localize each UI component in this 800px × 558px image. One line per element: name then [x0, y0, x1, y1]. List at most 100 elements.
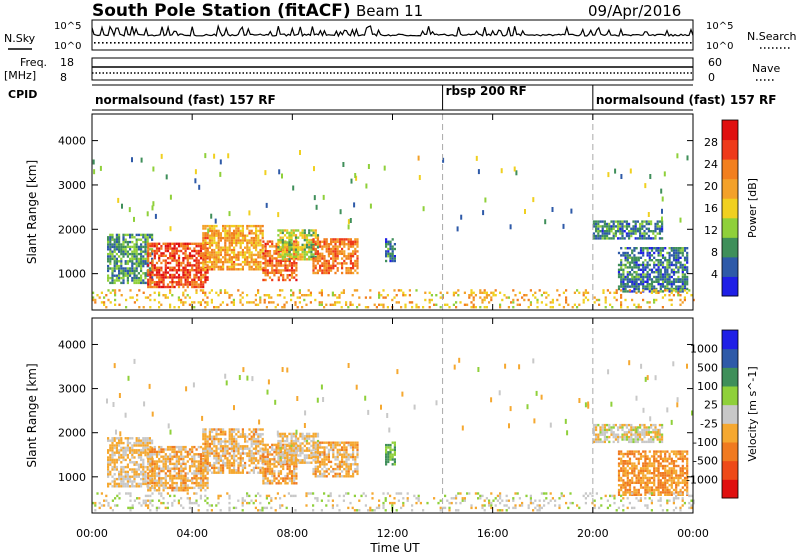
data-cell — [233, 299, 235, 301]
data-cell — [310, 294, 312, 296]
data-cell — [144, 478, 146, 480]
data-cell — [673, 294, 675, 296]
data-cell — [140, 456, 142, 458]
data-cell — [189, 448, 191, 450]
data-cell — [231, 448, 233, 450]
data-cell — [189, 262, 191, 264]
data-cell — [200, 301, 202, 303]
data-cell — [255, 443, 257, 445]
data-cell — [133, 248, 135, 250]
data-cell — [332, 454, 334, 456]
data-cell — [207, 228, 209, 233]
data-cell — [253, 443, 255, 445]
data-cell — [620, 266, 622, 268]
nsearch-dot — [590, 42, 592, 44]
data-cell — [191, 250, 193, 252]
data-cell — [293, 470, 295, 472]
data-cell — [191, 269, 193, 271]
data-cell — [248, 448, 250, 450]
data-cell — [251, 237, 253, 239]
data-cell — [231, 436, 233, 438]
data-cell — [332, 442, 334, 444]
data-cell — [606, 232, 608, 234]
data-cell — [617, 220, 619, 222]
data-cell — [122, 275, 124, 277]
data-cell — [350, 442, 352, 444]
data-cell — [198, 477, 200, 479]
data-cell — [332, 470, 334, 472]
data-cell — [626, 424, 628, 426]
data-cell — [604, 220, 606, 222]
data-cell — [163, 281, 165, 283]
data-cell — [200, 274, 202, 276]
data-cell — [352, 241, 354, 243]
data-cell — [288, 452, 290, 454]
data-cell — [107, 471, 109, 473]
data-cell — [686, 288, 688, 290]
data-cell — [246, 247, 248, 249]
data-cell — [595, 429, 597, 431]
data-cell — [196, 482, 198, 484]
data-cell — [160, 484, 162, 486]
data-cell — [608, 225, 610, 227]
data-cell — [669, 283, 671, 285]
data-cell — [630, 235, 632, 237]
data-cell — [127, 471, 129, 473]
data-cell — [662, 257, 664, 259]
data-cell — [620, 276, 622, 278]
data-cell — [312, 446, 314, 448]
data-cell — [684, 269, 686, 271]
data-cell — [138, 265, 140, 267]
data-cell — [180, 458, 182, 460]
data-cell — [321, 269, 323, 271]
data-cell — [204, 268, 206, 270]
data-cell — [167, 468, 169, 470]
data-cell — [664, 269, 666, 271]
data-cell — [639, 237, 641, 239]
nsearch-dot — [438, 42, 440, 44]
data-cell — [565, 296, 567, 298]
data-cell — [121, 204, 123, 209]
data-cell — [140, 444, 142, 446]
data-cell — [138, 468, 140, 470]
data-cell — [231, 239, 233, 241]
data-cell — [604, 237, 606, 239]
data-cell — [107, 270, 109, 272]
data-cell — [202, 455, 204, 457]
data-cell — [220, 455, 222, 457]
data-cell — [229, 443, 231, 445]
data-cell — [178, 487, 180, 489]
data-cell — [259, 266, 261, 268]
data-cell — [339, 262, 341, 264]
data-cell — [288, 234, 290, 236]
data-cell — [636, 276, 638, 278]
nsearch-dot — [622, 42, 624, 44]
data-cell — [233, 472, 235, 474]
data-cell — [206, 304, 208, 306]
data-cell — [255, 259, 257, 261]
data-cell — [248, 225, 250, 227]
data-cell — [156, 262, 158, 264]
data-cell — [213, 440, 215, 442]
data-cell — [267, 262, 269, 264]
data-cell — [211, 438, 213, 440]
data-cell — [299, 447, 301, 449]
data-cell — [292, 186, 294, 191]
data-cell — [158, 487, 160, 489]
data-cell — [229, 438, 231, 440]
data-cell — [293, 244, 295, 246]
data-cell — [666, 285, 668, 287]
data-cell — [213, 263, 215, 265]
data-cell — [622, 276, 624, 278]
data-cell — [369, 296, 371, 298]
data-cell — [109, 246, 111, 248]
data-cell — [651, 269, 653, 271]
data-cell — [267, 477, 269, 479]
data-cell — [536, 299, 538, 301]
data-cell — [350, 241, 352, 243]
data-cell — [131, 263, 133, 265]
data-cell — [158, 468, 160, 470]
data-cell — [291, 473, 293, 475]
data-cell — [138, 440, 140, 442]
data-cell — [319, 463, 321, 465]
